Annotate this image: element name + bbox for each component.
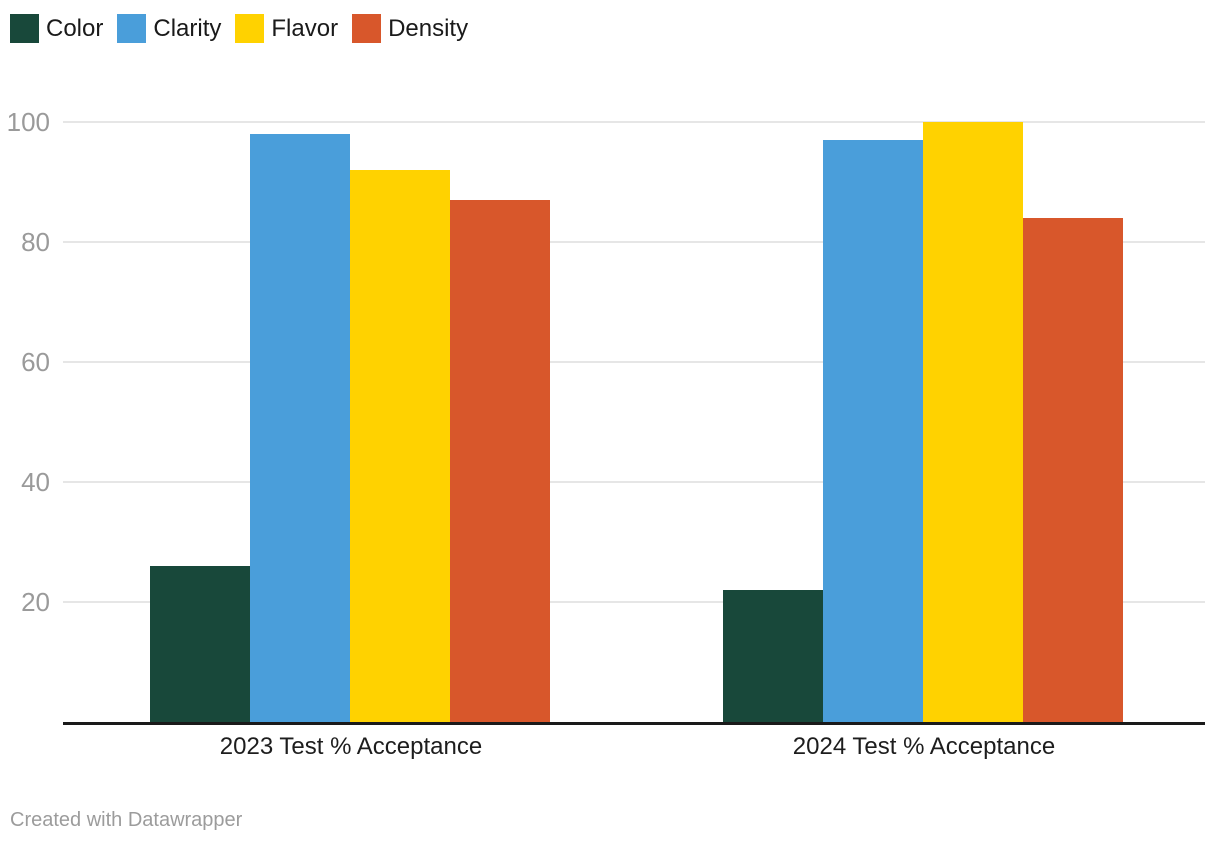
bar-flavor-group1[interactable] (350, 170, 450, 722)
plot-area (63, 121, 1205, 722)
legend-item-color: Color (10, 12, 103, 45)
legend-item-flavor: Flavor (235, 12, 338, 45)
legend-swatch-icon (117, 14, 147, 43)
legend-item-clarity: Clarity (117, 12, 221, 45)
y-tick-label-100: 100 (6, 107, 50, 137)
legend-swatch-icon (352, 14, 382, 43)
bar-clarity-group2[interactable] (823, 140, 923, 722)
legend-label: Density (388, 15, 469, 42)
y-tick-label-80: 80 (21, 227, 50, 257)
y-axis: 20 40 60 80 100 (0, 107, 50, 722)
bar-color-group1[interactable] (150, 566, 250, 722)
gridline-100 (63, 121, 1205, 123)
legend-label: Flavor (271, 15, 339, 42)
y-tick-label-20: 20 (21, 587, 50, 617)
chart-legend: Color Clarity Flavor Density (10, 12, 468, 45)
legend-swatch-icon (235, 14, 265, 43)
y-tick-label-40: 40 (21, 467, 50, 497)
bar-clarity-group1[interactable] (250, 134, 350, 722)
legend-label: Color (46, 15, 104, 42)
bar-density-group2[interactable] (1023, 218, 1123, 722)
gridline-80 (63, 241, 1205, 243)
attribution-text: Created with Datawrapper (10, 809, 243, 831)
gridline-20 (63, 601, 1205, 603)
legend-label: Clarity (153, 15, 222, 42)
bar-color-group2[interactable] (723, 590, 823, 722)
legend-swatch-icon (10, 14, 39, 43)
legend-item-density: Density (352, 12, 468, 45)
x-category-label-2: 2024 Test % Acceptance (792, 733, 1056, 760)
x-category-label-1: 2023 Test % Acceptance (219, 733, 483, 760)
bar-flavor-group2[interactable] (923, 122, 1023, 722)
y-tick-label-60: 60 (21, 347, 50, 377)
x-axis-baseline (63, 722, 1205, 725)
bar-density-group1[interactable] (450, 200, 550, 722)
gridline-60 (63, 361, 1205, 363)
gridline-40 (63, 481, 1205, 483)
